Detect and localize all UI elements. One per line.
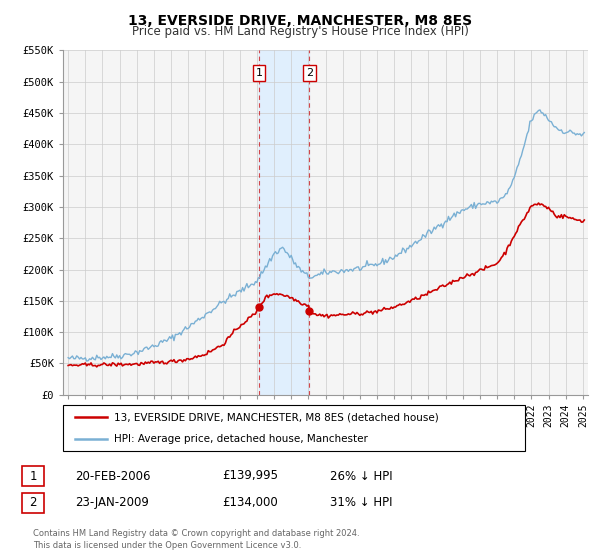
Text: £134,000: £134,000 bbox=[222, 496, 278, 510]
Text: 13, EVERSIDE DRIVE, MANCHESTER, M8 8ES (detached house): 13, EVERSIDE DRIVE, MANCHESTER, M8 8ES (… bbox=[114, 412, 439, 422]
Text: 26% ↓ HPI: 26% ↓ HPI bbox=[330, 469, 392, 483]
Text: 1: 1 bbox=[256, 68, 262, 78]
Text: 31% ↓ HPI: 31% ↓ HPI bbox=[330, 496, 392, 510]
Text: 13, EVERSIDE DRIVE, MANCHESTER, M8 8ES: 13, EVERSIDE DRIVE, MANCHESTER, M8 8ES bbox=[128, 14, 472, 28]
Text: 23-JAN-2009: 23-JAN-2009 bbox=[75, 496, 149, 510]
Bar bbox=[259, 50, 310, 395]
Text: Contains HM Land Registry data © Crown copyright and database right 2024.: Contains HM Land Registry data © Crown c… bbox=[33, 530, 359, 539]
Text: 2: 2 bbox=[29, 496, 37, 510]
Text: This data is licensed under the Open Government Licence v3.0.: This data is licensed under the Open Gov… bbox=[33, 541, 301, 550]
Text: 20-FEB-2006: 20-FEB-2006 bbox=[75, 469, 151, 483]
Text: Price paid vs. HM Land Registry's House Price Index (HPI): Price paid vs. HM Land Registry's House … bbox=[131, 25, 469, 38]
Text: HPI: Average price, detached house, Manchester: HPI: Average price, detached house, Manc… bbox=[114, 435, 368, 444]
Text: 2: 2 bbox=[306, 68, 313, 78]
Text: 1: 1 bbox=[29, 469, 37, 483]
Text: £139,995: £139,995 bbox=[222, 469, 278, 483]
